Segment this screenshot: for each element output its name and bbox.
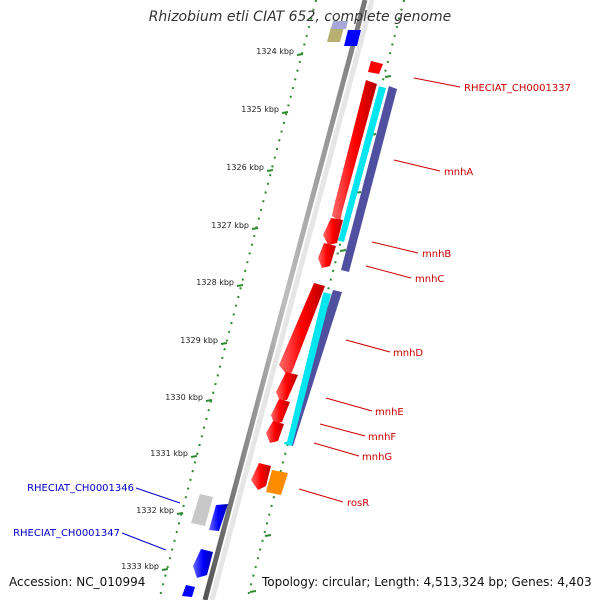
gene-label: mnhA [444,167,473,178]
gene-label: mnhE [375,407,404,418]
feature-orange [266,470,288,495]
feature-blue-bottom [182,585,195,597]
kbp-tick-outer [249,590,257,593]
kbp-tick-inner [161,568,169,571]
gene-label: rosR [347,498,369,509]
feature-lilac [331,21,348,29]
kbp-tick-inner [266,169,274,172]
topology-text: Topology: circular; Length: 4,513,324 bp… [262,575,592,589]
kbp-label: 1326 kbp [226,163,264,172]
feature-purple-1 [341,86,397,272]
leader-line [121,532,167,551]
kbp-tick-outer [264,534,272,537]
gene-RHECIAT_CH0001347 [193,549,213,578]
kbp-label: 1332 kbp [136,506,174,515]
kbp-tick-inner [296,53,304,56]
gene-label: mnhB [422,249,451,260]
gene-mnhF [271,399,290,424]
feature-white-2 [282,290,324,442]
gene-mnhG [266,421,284,443]
accession-text: Accession: NC_010994 [9,575,146,589]
kbp-label: 1331 kbp [150,449,188,458]
leader-line [365,265,412,279]
feature-cyan-1 [336,86,386,242]
gene-RHECIAT_CH0001346 [191,494,213,526]
kbp-ticks: 1324 kbp 1325 kbp 1326 kbp 1327 kbp 1328 kbp… [121,47,392,593]
backbone-main [202,0,368,600]
gene-label: mnhG [362,452,392,463]
gene-label: mnhC [415,274,444,285]
leader-line [371,241,419,254]
feature-cyan-2 [284,292,331,446]
gene-mnhD [279,283,325,375]
kbp-tick-inner [176,512,184,515]
backbone-light [209,0,375,600]
kbp-label: 1324 kbp [256,47,294,56]
gene-RHECIAT_CH0001337 [368,61,383,74]
kbp-tick-inner [251,227,259,230]
genome-title: Rhizobium etli CIAT 652, complete genome [148,9,452,25]
leader-line [319,423,366,437]
leader-line [393,159,441,172]
gene-labels: RHECIAT_CH0001337 mnhA mnhB mnhC mnhD mnhE mnh… [13,83,571,539]
leader-line [345,339,391,353]
gene-label: RHECIAT_CH0001347 [13,528,120,539]
kbp-label: 1333 kbp [121,562,159,571]
kbp-tick-outer [384,75,392,78]
feature-blue-top [344,30,361,46]
leader-line [313,442,360,457]
leader-line [135,487,181,504]
kbp-tick-inner [281,111,289,114]
gene-label: mnhF [368,432,396,443]
kbp-tick-inner [190,455,198,458]
feature-blue-mid [209,504,228,531]
gene-mnhB [323,218,343,245]
label-leader-lines [121,77,461,551]
kbp-tick-inner [236,284,244,287]
kbp-label: 1328 kbp [196,278,234,287]
gene-mnhC [318,243,336,268]
leader-line [325,397,373,412]
gene-mnhE [276,372,298,401]
feature-olive [327,27,344,42]
kbp-label: 1325 kbp [241,105,279,114]
kbp-label: 1329 kbp [180,336,218,345]
kbp-tick-inner [205,399,213,402]
leader-line [413,77,461,88]
gene-mnhA [332,80,377,222]
kbp-tick-outer [339,249,347,252]
kbp-label: 1330 kbp [165,393,203,402]
leader-line [298,488,344,503]
gene-label: RHECIAT_CH0001337 [464,83,571,94]
kbp-tick-inner [220,342,228,345]
gene-label: mnhD [393,348,423,359]
gene-rosR [251,463,271,490]
kbp-label: 1327 kbp [211,221,249,230]
gene-label: RHECIAT_CH0001346 [27,483,134,494]
gene-features [182,21,397,597]
